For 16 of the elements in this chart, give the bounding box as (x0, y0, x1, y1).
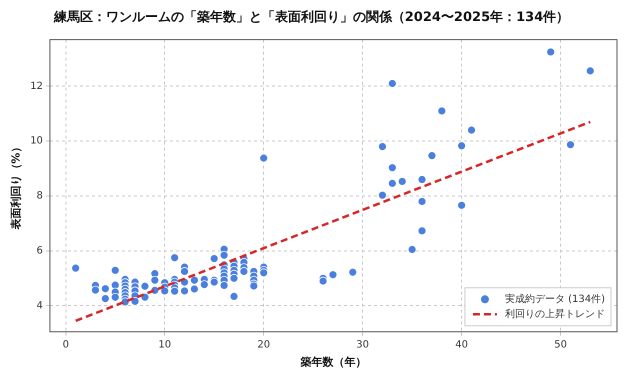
x-tick-label: 0 (62, 339, 69, 350)
x-tick-label: 30 (356, 339, 370, 350)
x-axis-title: 築年数（年） (299, 355, 366, 368)
y-tick-label: 6 (36, 245, 43, 256)
x-tick-label: 50 (554, 339, 567, 350)
y-tick-label: 4 (36, 300, 43, 312)
x-tick-label: 20 (257, 339, 270, 350)
x-tick-label: 10 (158, 339, 172, 350)
legend-label: 利回りの上昇トレンド (504, 308, 605, 320)
legend-label: 実成約データ (134件) (504, 292, 606, 305)
y-tick-label: 8 (36, 190, 43, 202)
x-tick-label: 40 (455, 339, 468, 350)
chart-title: 練馬区：ワンルームの「築年数」と「表面利回り」の関係（2024〜2025年：134件） (52, 9, 570, 26)
y-tick-label: 12 (30, 80, 43, 92)
y-tick-label: 10 (30, 136, 43, 147)
y-axis-title: 表面利回り（%） (9, 142, 22, 231)
